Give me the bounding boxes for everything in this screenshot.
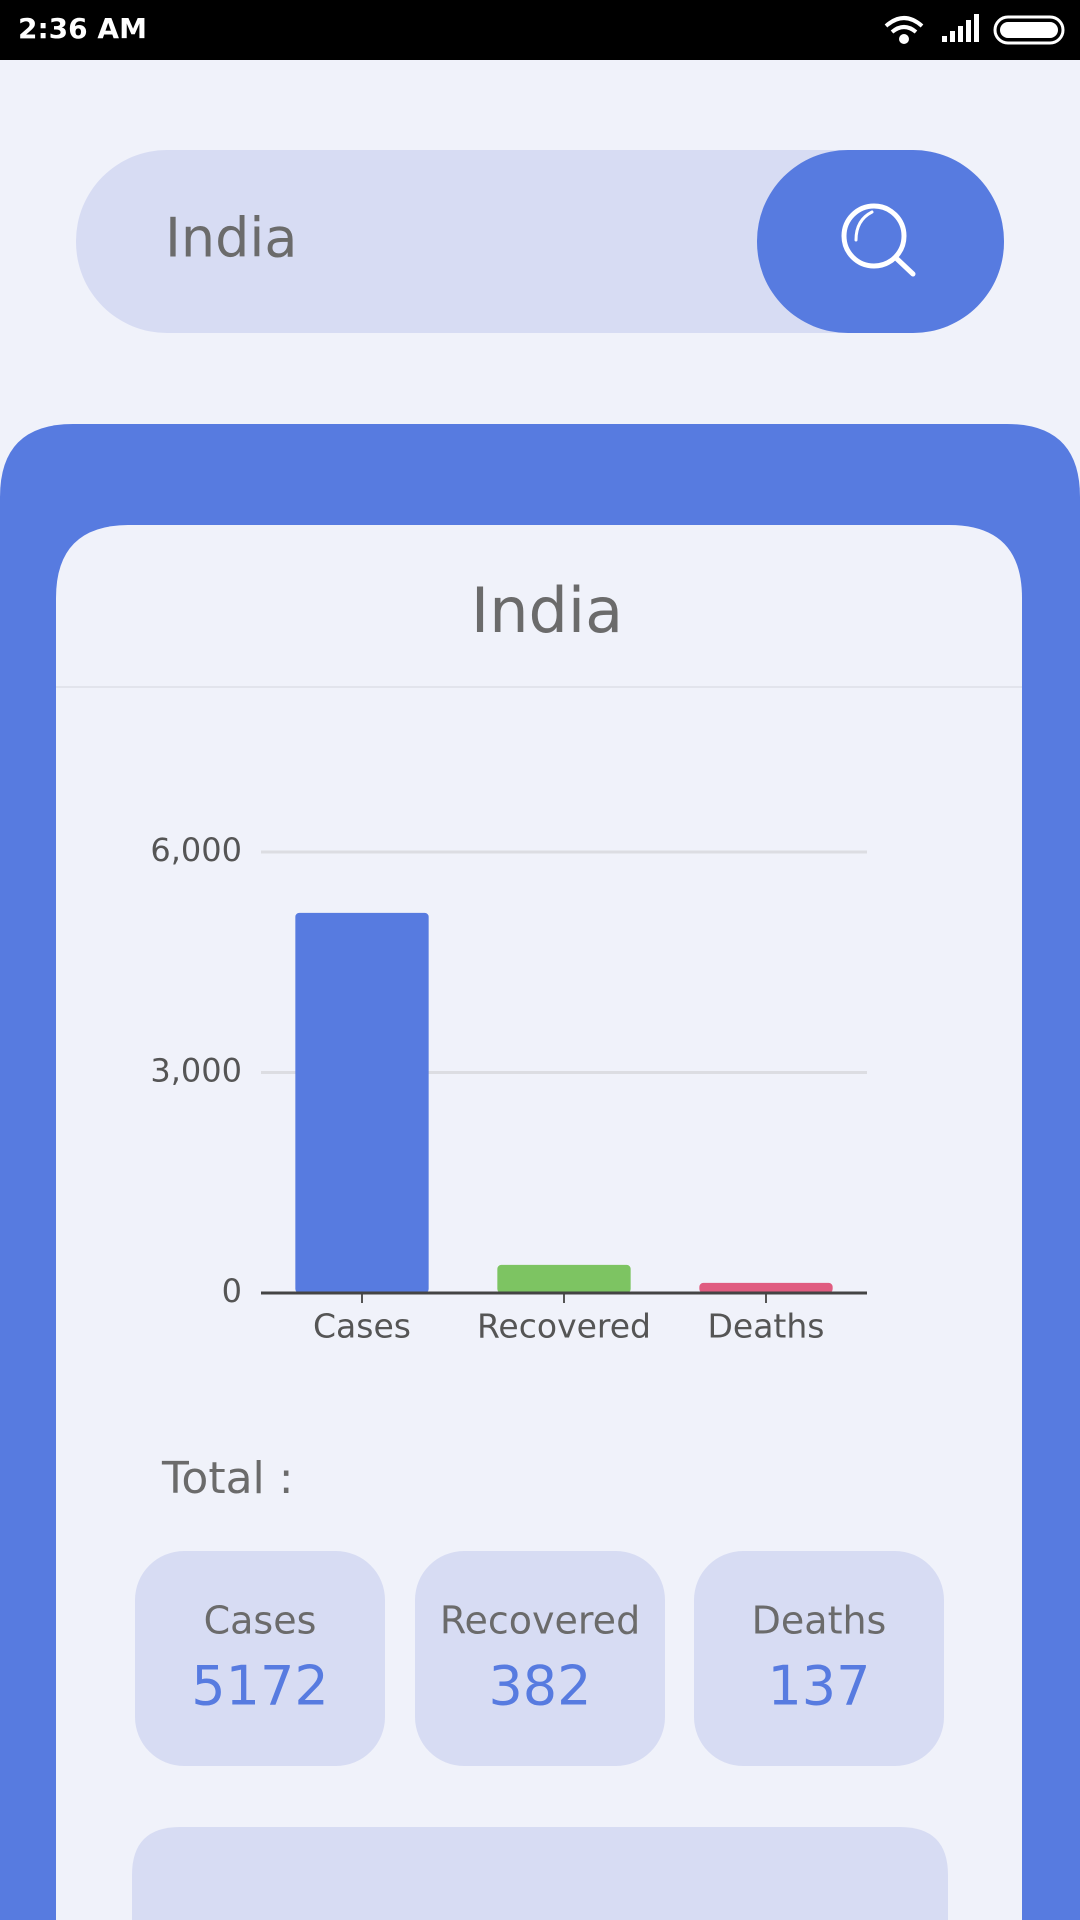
y-tick-label: 0	[222, 1272, 242, 1310]
bar	[699, 1282, 833, 1293]
total-box	[694, 1551, 944, 1766]
status-time: 2:36 AM	[18, 12, 147, 45]
bottom-panel	[132, 1827, 948, 1920]
search-icon	[841, 203, 916, 277]
card-title: India	[471, 574, 623, 647]
total-box	[415, 1551, 665, 1766]
totals: Cases 5172 Recovered 382 Deaths 137	[135, 1551, 944, 1766]
battery-level	[1000, 22, 1058, 38]
y-tick-label: 3,000	[150, 1052, 242, 1090]
total-label: Deaths	[752, 1599, 887, 1643]
total-box	[135, 1551, 385, 1766]
signal-icon	[942, 14, 979, 42]
status-bar	[0, 0, 1080, 60]
totals-label: Total :	[161, 1453, 294, 1504]
total-value: 137	[767, 1655, 870, 1718]
total-value: 382	[488, 1655, 591, 1718]
x-tick-label: Deaths	[708, 1307, 825, 1346]
search-button[interactable]	[757, 150, 1004, 333]
x-tick-label: Cases	[313, 1307, 411, 1346]
y-tick-label: 6,000	[150, 831, 242, 869]
chart: 0 3,000 6,000 Cases Recovered Deaths	[150, 831, 867, 1346]
total-label: Recovered	[440, 1599, 640, 1643]
search-text: India	[165, 207, 298, 270]
bar	[497, 1264, 631, 1293]
total-label: Cases	[204, 1599, 317, 1643]
bar	[295, 912, 429, 1293]
x-tick-label: Recovered	[477, 1307, 651, 1346]
wifi-icon	[884, 16, 924, 44]
battery-icon	[993, 15, 1065, 45]
total-value: 5172	[191, 1655, 328, 1718]
